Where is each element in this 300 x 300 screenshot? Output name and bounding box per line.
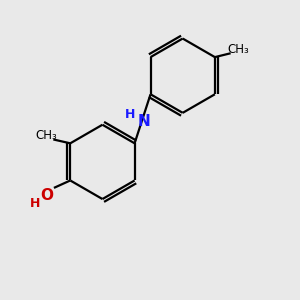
Text: N: N	[138, 114, 151, 129]
Text: H: H	[29, 197, 40, 210]
Text: H: H	[125, 108, 135, 121]
Text: CH₃: CH₃	[227, 43, 249, 56]
Text: CH₃: CH₃	[35, 129, 57, 142]
Text: O: O	[40, 188, 53, 203]
